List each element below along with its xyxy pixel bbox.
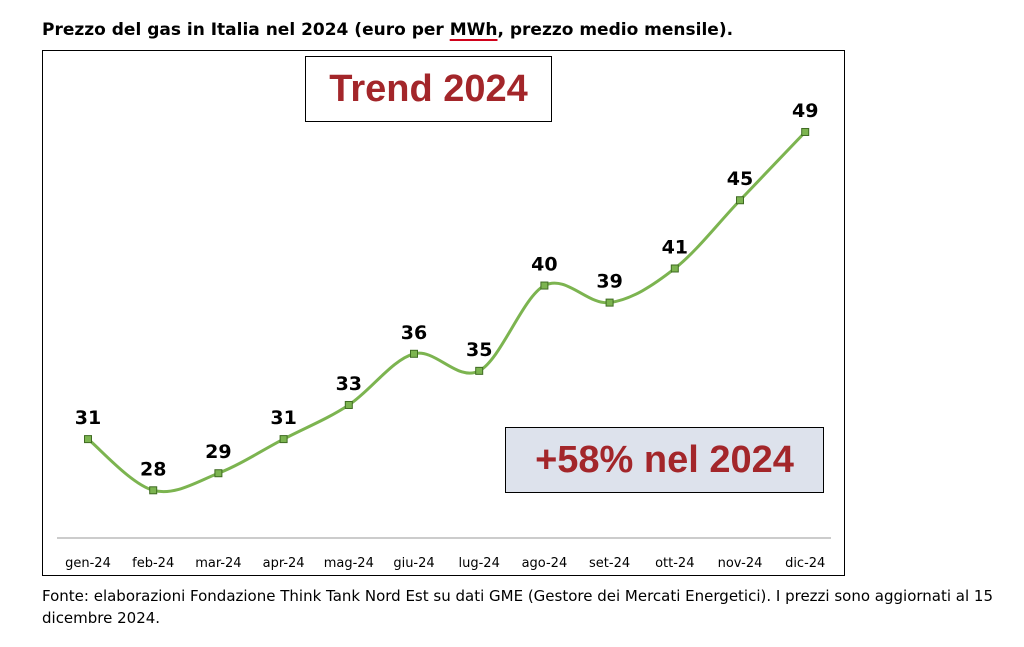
data-label-mar-24: 29 [205,441,231,463]
data-point-lug-24 [475,366,484,375]
source-note: Fonte: elaborazioni Fondazione Think Tan… [42,587,994,627]
data-label-ott-24: 41 [662,236,688,258]
data-label-ago-24: 40 [531,254,557,276]
data-point-set-24 [605,298,614,307]
x-tick-label-ago-24: ago-24 [522,556,568,571]
data-point-dic-24 [801,127,810,136]
change-annotation-box: +58% nel 2024 [505,427,824,493]
title-part-2: , prezzo medio mensile). [497,20,734,40]
x-tick-label-nov-24: nov-24 [718,556,763,571]
chart-frame [42,50,845,576]
page-title: Prezzo del gas in Italia nel 2024 (euro … [42,20,733,40]
data-label-nov-24: 45 [727,168,753,190]
data-label-apr-24: 31 [270,407,296,429]
data-label-mag-24: 33 [336,373,362,395]
title-unit-underlined: MWh [449,20,498,40]
x-tick-label-giu-24: giu-24 [393,556,434,571]
data-label-lug-24: 35 [466,339,492,361]
data-label-giu-24: 36 [401,322,427,344]
data-label-dic-24: 49 [792,100,818,122]
x-tick-label-ott-24: ott-24 [655,556,694,571]
data-point-mar-24 [214,469,223,478]
data-label-feb-24: 28 [140,458,166,480]
title-part-1: Prezzo del gas in Italia nel 2024 (euro … [42,20,450,40]
change-annotation-text: +58% nel 2024 [535,438,794,481]
x-tick-label-mag-24: mag-24 [324,556,374,571]
data-point-ago-24 [540,281,549,290]
data-point-nov-24 [736,196,744,205]
data-label-gen-24: 31 [75,407,101,429]
trend-annotation-box: Trend 2024 [305,56,552,122]
data-point-gen-24 [84,435,92,444]
trend-annotation-text: Trend 2024 [329,67,528,110]
x-tick-label-mar-24: mar-24 [195,556,241,571]
data-point-ott-24 [670,264,679,273]
data-point-giu-24 [410,349,418,358]
x-tick-label-lug-24: lug-24 [459,556,500,571]
data-label-set-24: 39 [596,271,622,293]
x-tick-label-gen-24: gen-24 [65,556,111,571]
data-point-feb-24 [149,486,158,495]
data-point-mag-24 [344,400,353,409]
x-tick-label-apr-24: apr-24 [263,556,305,571]
data-point-apr-24 [279,435,288,444]
x-tick-label-feb-24: feb-24 [132,556,174,571]
x-tick-label-set-24: set-24 [589,556,630,571]
x-tick-label-dic-24: dic-24 [785,556,825,571]
